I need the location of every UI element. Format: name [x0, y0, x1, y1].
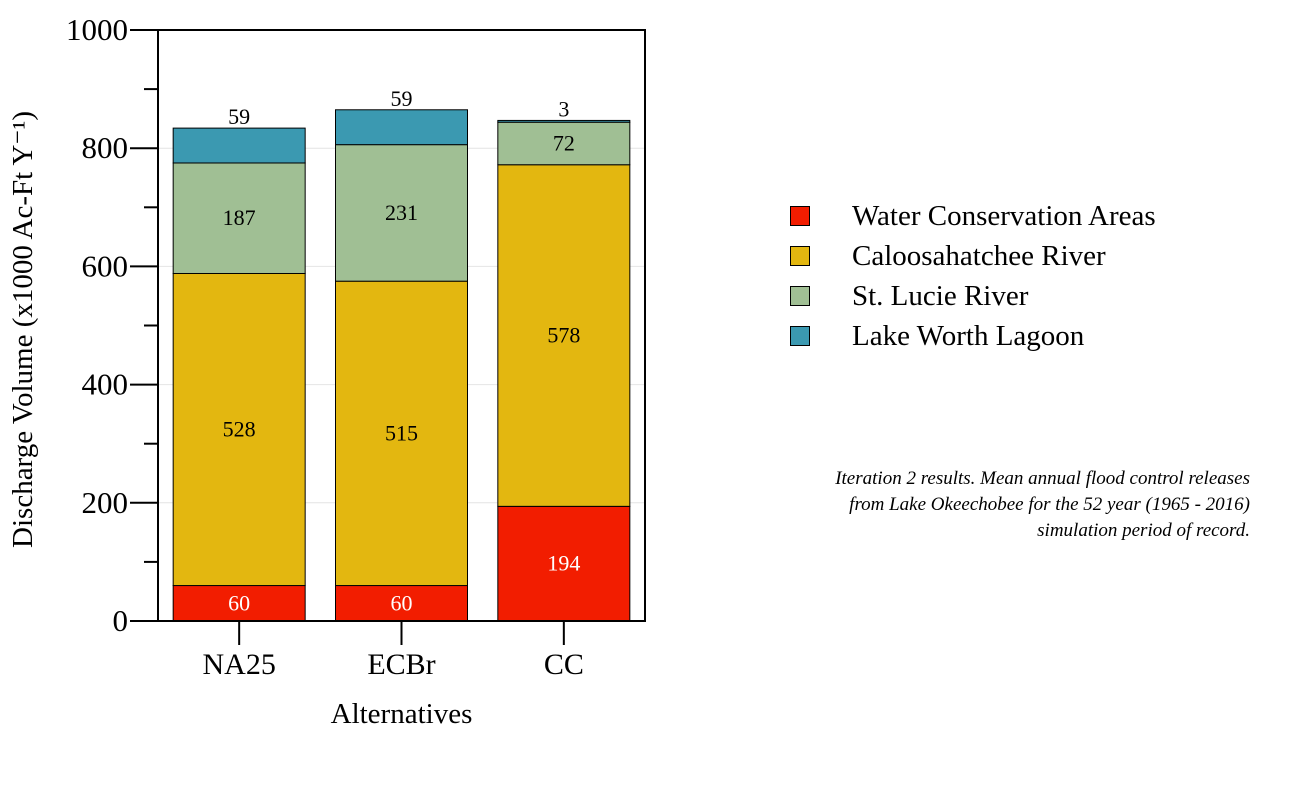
bar-value-label: 60: [228, 590, 250, 615]
bar-value-label: 578: [547, 323, 580, 348]
bar-value-label: 59: [391, 86, 413, 111]
x-tick-label: NA25: [202, 648, 275, 681]
bar-segment: [172, 585, 306, 622]
bar-segment: [497, 121, 631, 166]
bar-value-label: 59: [228, 104, 250, 129]
legend-label: Caloosahatchee River: [852, 239, 1106, 272]
y-axis: 0 200 400 600 800 1000: [66, 12, 158, 638]
legend-swatch: [790, 246, 810, 266]
legend-item: St. Lucie River: [790, 276, 1156, 316]
x-tick-label: CC: [544, 648, 584, 681]
bar-value-labels: 60 528 187 59 60 515 231 59 194 578 72 3: [223, 86, 581, 615]
legend-label: Lake Worth Lagoon: [852, 319, 1085, 352]
bar-value-label: 515: [385, 420, 418, 445]
bar-value-label: 231: [385, 200, 418, 225]
legend-swatch: [790, 206, 810, 226]
legend-swatch: [790, 286, 810, 306]
bar-segment: [335, 280, 468, 587]
bar-segment: [335, 144, 468, 282]
x-axis-title: Alternatives: [331, 698, 473, 730]
bar-segment: [497, 164, 631, 507]
bar-segment: [497, 119, 631, 123]
x-tick-label: ECBr: [367, 648, 435, 681]
y-tick-label: 800: [82, 130, 129, 165]
y-tick-label: 0: [113, 603, 129, 638]
caption-note: Iteration 2 results. Mean annual flood c…: [650, 466, 1250, 544]
bar-value-label: 528: [223, 417, 256, 442]
caption-line-2: from Lake Okeechobee for the 52 year (19…: [849, 494, 1250, 515]
x-axis: NA25 ECBr CC: [202, 621, 584, 681]
y-axis-title: Discharge Volume (x1000 Ac-Ft Y⁻¹): [7, 111, 39, 548]
legend-item: Lake Worth Lagoon: [790, 316, 1156, 356]
legend: Water Conservation Areas Caloosahatchee R…: [790, 196, 1156, 356]
y-tick-label: 1000: [66, 12, 128, 47]
bar-segment: [172, 162, 306, 274]
bar-value-label: 187: [223, 205, 256, 230]
bars: [172, 109, 631, 622]
bar-segment: [335, 585, 468, 622]
legend-item: Caloosahatchee River: [790, 236, 1156, 276]
caption-line-3: simulation period of record.: [1037, 520, 1250, 541]
y-tick-label: 600: [82, 248, 129, 283]
bar-segment: [497, 505, 631, 622]
bar-segment: [172, 272, 306, 587]
bar-value-label: 60: [391, 590, 413, 615]
legend-label: Water Conservation Areas: [852, 199, 1156, 232]
y-tick-label: 400: [82, 367, 129, 402]
legend-swatch: [790, 326, 810, 346]
y-tick-label: 200: [82, 485, 129, 520]
bar-segment: [335, 109, 468, 146]
legend-label: St. Lucie River: [852, 279, 1029, 312]
bar-value-label: 194: [547, 551, 580, 576]
bar-value-label: 72: [553, 130, 575, 155]
legend-item: Water Conservation Areas: [790, 196, 1156, 236]
bar-value-label: 3: [558, 96, 569, 121]
bar-segment: [172, 127, 306, 164]
caption-line-1: Iteration 2 results. Mean annual flood c…: [835, 468, 1250, 489]
